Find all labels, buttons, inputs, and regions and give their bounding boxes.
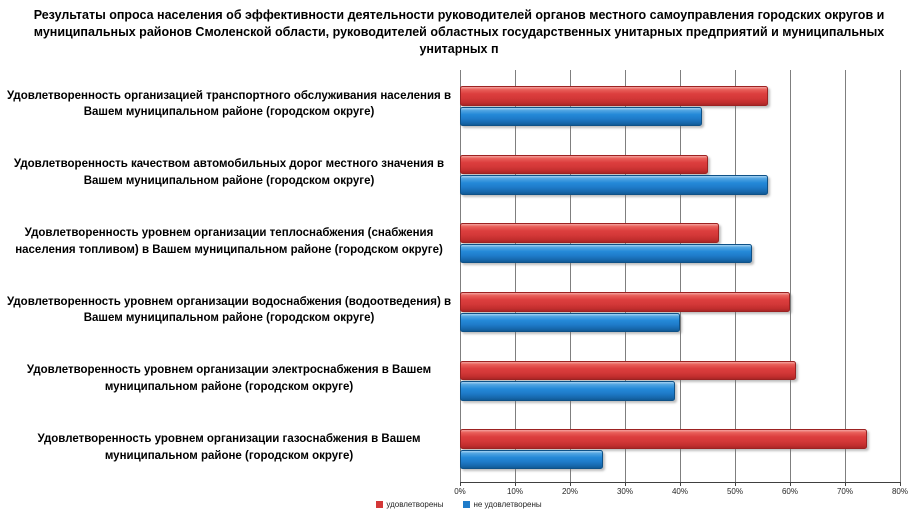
x-tick-label: 70%	[836, 487, 853, 496]
x-tick-label: 50%	[726, 487, 743, 496]
category-label: Удовлетворенность качеством автомобильны…	[13, 158, 445, 187]
bar-unsatisfied	[460, 175, 768, 195]
gridline	[790, 70, 791, 482]
legend-label: не удовлетворены	[473, 500, 542, 509]
x-tick-label: 80%	[891, 487, 908, 496]
legend-label: удовлетворены	[386, 500, 444, 509]
bar-satisfied	[460, 86, 768, 106]
category-axis-labels: Удовлетворенность организацией транспорт…	[2, 70, 456, 482]
plot-area	[460, 70, 901, 486]
axis-tick-mark	[625, 482, 626, 486]
bar-unsatisfied	[460, 449, 603, 470]
bar-satisfied	[460, 154, 708, 175]
gridline	[570, 70, 571, 482]
gridline	[625, 70, 626, 482]
axis-tick-mark	[735, 482, 736, 486]
bar-unsatisfied	[460, 381, 675, 401]
x-tick-label: 40%	[671, 487, 688, 496]
x-tick-label: 0%	[454, 487, 466, 496]
category-label: Удовлетворенность уровнем организации во…	[6, 295, 452, 325]
category-label: Удовлетворенность уровнем организации эл…	[26, 364, 432, 393]
legend-item: удовлетворены	[376, 500, 443, 509]
category-label: Удовлетворенность организацией транспорт…	[6, 89, 452, 119]
bar-satisfied	[460, 292, 790, 312]
gridline	[735, 70, 736, 482]
x-tick-label: 30%	[616, 487, 633, 496]
category-label: Удовлетворенность уровнем организации га…	[37, 433, 421, 462]
x-tick-label: 10%	[506, 487, 523, 496]
x-tick-label: 60%	[781, 487, 798, 496]
axis-tick-mark	[515, 482, 516, 486]
gridline	[680, 70, 681, 482]
bar-satisfied	[460, 223, 719, 243]
category-label: Удовлетворенность уровнем организации те…	[15, 227, 443, 256]
axis-tick-mark	[790, 482, 791, 486]
legend-swatch-satisfied	[376, 501, 384, 508]
axis-tick-mark	[900, 482, 901, 486]
bar-satisfied	[460, 360, 796, 381]
axis-tick-mark	[845, 482, 846, 486]
gridline	[460, 70, 461, 482]
axis-tick-mark	[570, 482, 571, 486]
axis-tick-mark	[460, 482, 461, 486]
legend: удовлетворены не удовлетворены	[0, 500, 918, 509]
x-axis-tick-labels: 0% 10% 20% 30% 40% 50% 60% 70% 80%	[454, 487, 908, 499]
x-tick-label: 20%	[561, 487, 578, 496]
bar-unsatisfied	[460, 312, 680, 332]
legend-item: не удовлетворены	[463, 500, 542, 509]
gridline	[515, 70, 516, 482]
gridline	[900, 70, 901, 482]
chart-title: Результаты опроса населения об эффективн…	[33, 8, 885, 56]
legend-swatch-unsatisfied	[463, 501, 471, 508]
gridline	[845, 70, 846, 482]
bar-unsatisfied	[460, 243, 752, 264]
bar-unsatisfied	[460, 106, 702, 126]
axis-tick-mark	[680, 482, 681, 486]
bar-satisfied	[460, 429, 867, 449]
